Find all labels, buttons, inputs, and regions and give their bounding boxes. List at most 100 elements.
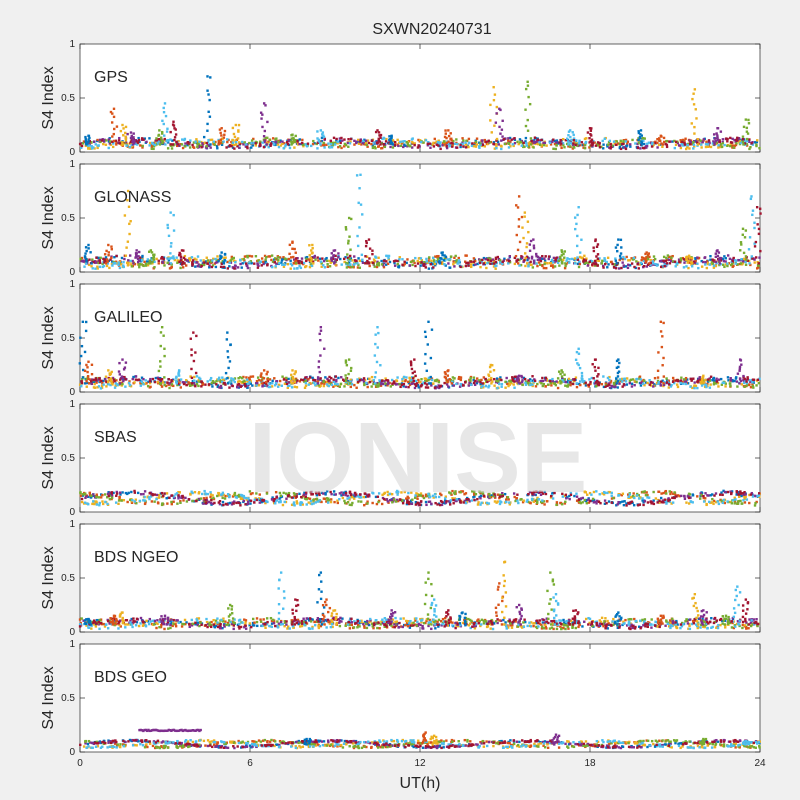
data-point — [492, 86, 495, 89]
data-point — [251, 492, 254, 495]
data-point — [289, 259, 292, 262]
data-point — [699, 139, 702, 142]
data-point — [425, 257, 428, 261]
data-point — [600, 382, 604, 386]
data-point — [265, 143, 268, 146]
data-point — [271, 265, 274, 269]
data-point — [743, 495, 746, 499]
data-point — [616, 243, 619, 247]
data-point — [223, 129, 227, 133]
data-point — [319, 384, 322, 388]
data-point — [277, 256, 280, 259]
data-point — [296, 143, 300, 146]
data-point — [712, 381, 716, 384]
data-point — [224, 256, 227, 259]
data-point — [189, 337, 192, 340]
data-point — [257, 259, 260, 262]
data-point — [303, 143, 306, 146]
data-point — [591, 263, 594, 266]
data-point — [501, 119, 504, 123]
data-point — [493, 377, 496, 381]
data-point — [445, 141, 448, 145]
data-point — [557, 370, 561, 373]
data-point — [302, 494, 305, 498]
data-point — [131, 140, 134, 144]
data-point — [440, 262, 444, 266]
data-point — [688, 147, 691, 150]
data-point — [713, 143, 716, 146]
data-point — [93, 502, 96, 506]
data-point — [574, 227, 577, 231]
data-point — [444, 372, 447, 376]
data-point — [184, 258, 187, 261]
data-point — [432, 259, 436, 262]
data-point — [413, 370, 416, 373]
data-point — [702, 496, 705, 500]
data-point — [697, 266, 700, 270]
data-point — [493, 124, 496, 127]
data-point — [129, 136, 133, 140]
data-point — [678, 494, 681, 498]
data-point — [478, 261, 482, 264]
data-point — [744, 255, 748, 258]
data-point — [217, 378, 220, 381]
data-point — [355, 141, 358, 145]
data-point — [104, 256, 108, 259]
data-point — [685, 258, 688, 261]
data-point — [377, 131, 381, 134]
data-point — [751, 383, 754, 386]
data-point — [657, 382, 660, 386]
data-point — [284, 143, 288, 146]
data-point — [124, 378, 127, 381]
data-point — [223, 258, 226, 262]
data-point — [740, 494, 743, 498]
data-point — [219, 384, 223, 388]
data-point — [336, 499, 339, 502]
data-point — [615, 377, 618, 380]
y-tick-label: 0 — [69, 147, 75, 158]
data-point — [437, 502, 441, 505]
data-point — [716, 127, 719, 130]
data-point — [718, 259, 721, 262]
data-point — [662, 382, 665, 385]
data-point — [159, 344, 162, 348]
data-point — [533, 379, 537, 382]
data-point — [398, 382, 401, 386]
data-point — [326, 383, 329, 386]
data-point — [337, 376, 340, 380]
data-point — [232, 132, 236, 136]
data-point — [202, 497, 206, 500]
data-point — [138, 256, 142, 259]
data-point — [216, 147, 219, 150]
data-point — [682, 382, 685, 385]
data-point — [139, 384, 143, 387]
data-point — [561, 262, 564, 265]
data-point — [496, 500, 499, 503]
data-point — [444, 499, 447, 502]
data-point — [628, 264, 632, 267]
data-point — [290, 137, 293, 140]
data-point — [702, 381, 705, 384]
data-point — [132, 262, 135, 265]
data-point — [698, 376, 701, 379]
data-point — [295, 386, 299, 389]
data-point — [389, 139, 393, 143]
data-point — [640, 258, 643, 262]
data-point — [146, 258, 150, 261]
data-point — [176, 382, 180, 385]
data-point — [497, 143, 501, 146]
data-point — [233, 143, 236, 147]
data-point — [346, 265, 350, 268]
data-point — [262, 135, 266, 138]
data-point — [584, 141, 587, 145]
data-point — [492, 369, 496, 372]
data-point — [173, 138, 176, 142]
data-point — [611, 144, 614, 147]
data-point — [522, 145, 525, 149]
data-point — [233, 135, 237, 139]
data-point — [555, 501, 559, 504]
data-point — [159, 137, 162, 141]
data-point — [600, 145, 603, 149]
data-point — [402, 375, 406, 379]
data-point — [596, 141, 600, 144]
